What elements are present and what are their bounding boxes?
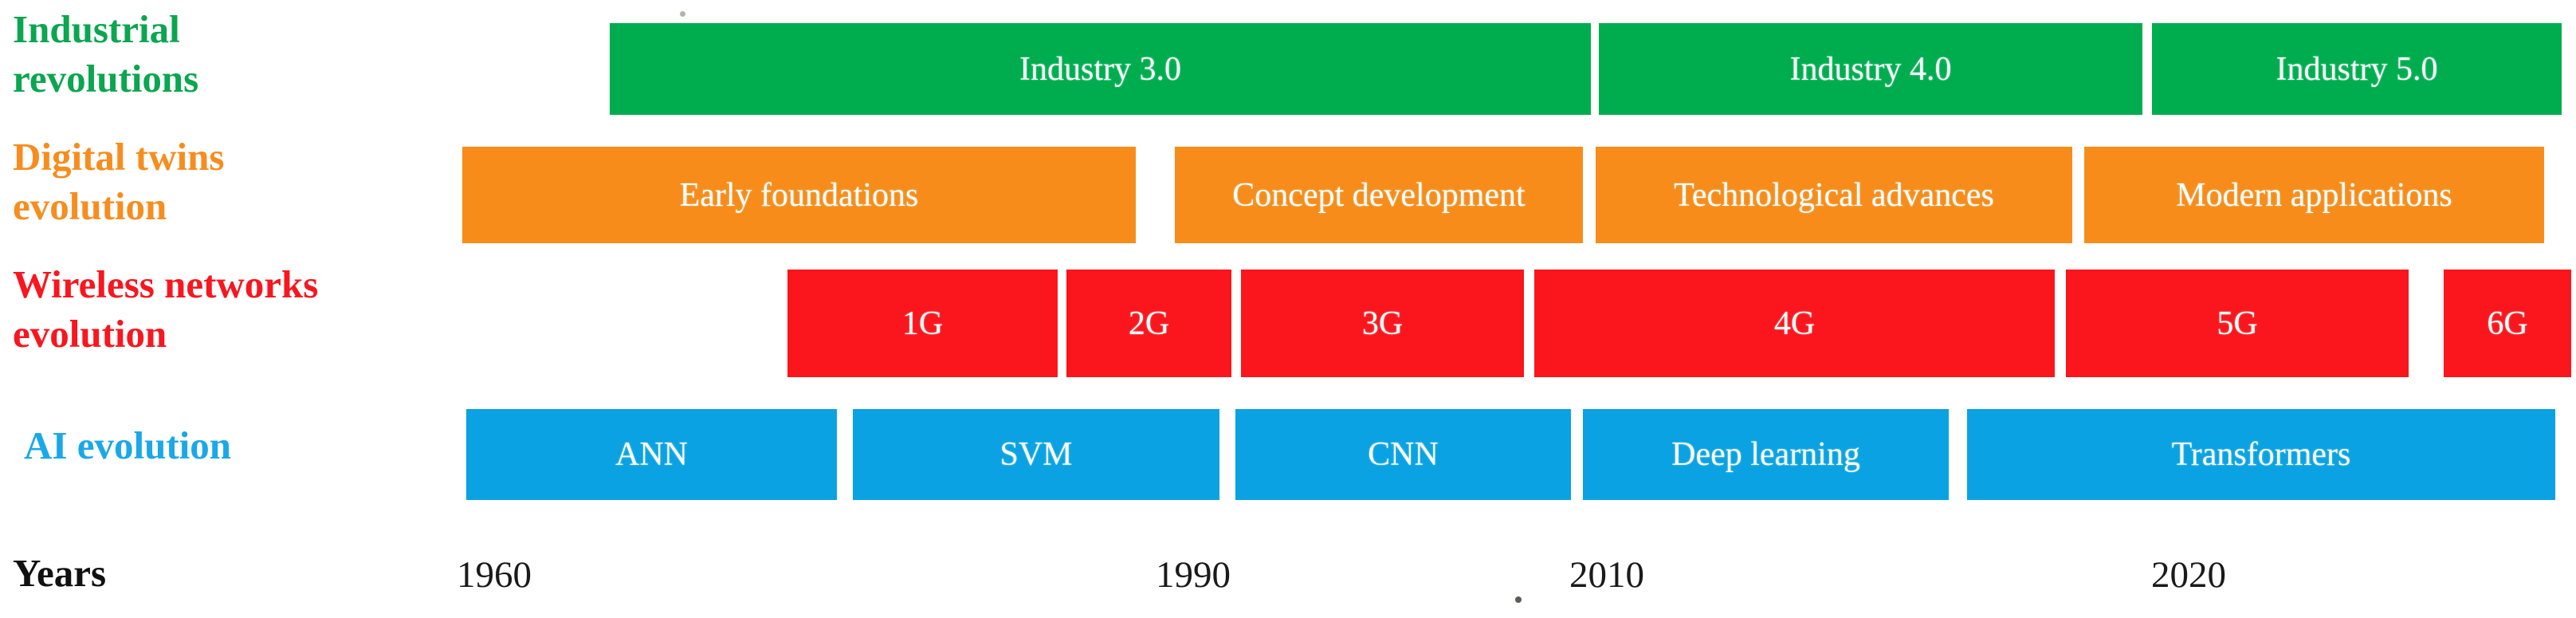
transformers-bar: Transformers: [1967, 409, 2555, 500]
concept-development-bar: Concept development: [1175, 147, 1583, 243]
3g-bar: 3G: [1241, 270, 1524, 377]
4g-bar-label: 4G: [1773, 305, 1816, 342]
technological-advances-bar: Technological advances: [1596, 147, 2072, 243]
row-label-digital-twins-evolution: Digital twins evolution: [13, 132, 224, 231]
modern-applications-bar: Modern applications: [2084, 147, 2544, 243]
1g-bar-label: 1G: [901, 305, 944, 342]
year-tick-2020: 2020: [2151, 554, 2226, 596]
technological-advances-bar-label: Technological advances: [1674, 176, 1994, 214]
svm-bar: SVM: [853, 409, 1219, 500]
year-tick-2010: 2010: [1569, 554, 1644, 596]
6g-bar: 6G: [2444, 270, 2571, 377]
years-axis-label: Years: [13, 551, 107, 595]
industry-5-0-bar-label: Industry 5.0: [2276, 50, 2438, 88]
row-label-line: evolution: [13, 312, 167, 356]
early-foundations-bar: Early foundations: [462, 147, 1136, 243]
5g-bar: 5G: [2066, 270, 2409, 377]
industry-4-0-bar: Industry 4.0: [1599, 23, 2142, 115]
row-label-line: Industrial: [13, 7, 180, 51]
5g-bar-label: 5G: [2217, 305, 2258, 342]
row-label-line: Wireless networks: [13, 262, 319, 306]
row-label-wireless-networks-evolution: Wireless networks evolution: [13, 260, 318, 359]
year-tick-1960: 1960: [457, 554, 532, 596]
modern-applications-bar-label: Modern applications: [2176, 176, 2452, 214]
early-foundations-bar-label: Early foundations: [679, 176, 919, 214]
row-label-ai-evolution: AI evolution: [24, 421, 231, 470]
row-label-line: Digital twins: [13, 135, 225, 179]
2g-bar: 2G: [1066, 270, 1231, 377]
ann-bar-label: ANN: [615, 436, 688, 473]
6g-bar-label: 6G: [2487, 305, 2528, 342]
cnn-bar-label: CNN: [1368, 436, 1439, 473]
row-label-industrial-revolutions: Industrial revolutions: [13, 5, 198, 104]
row-label-line: AI evolution: [24, 423, 232, 467]
row-label-line: revolutions: [13, 57, 199, 100]
industry-3-0-bar: Industry 3.0: [610, 23, 1591, 115]
industry-5-0-bar: Industry 5.0: [2152, 23, 2562, 115]
deep-learning-bar: Deep learning: [1583, 409, 1949, 500]
1g-bar: 1G: [787, 270, 1058, 377]
transformers-bar-label: Transformers: [2171, 436, 2351, 473]
industry-4-0-bar-label: Industry 4.0: [1789, 50, 1952, 88]
cnn-bar: CNN: [1235, 409, 1571, 500]
speck: [680, 11, 685, 17]
3g-bar-label: 3G: [1361, 305, 1404, 342]
industry-3-0-bar-label: Industry 3.0: [1019, 50, 1181, 88]
ann-bar: ANN: [466, 409, 837, 500]
deep-learning-bar-label: Deep learning: [1671, 436, 1860, 473]
year-tick-1990: 1990: [1156, 554, 1231, 596]
concept-development-bar-label: Concept development: [1232, 176, 1526, 214]
4g-bar: 4G: [1534, 270, 2055, 377]
svm-bar-label: SVM: [999, 436, 1073, 473]
2g-bar-label: 2G: [1128, 305, 1170, 342]
speck: [1515, 596, 1522, 603]
row-label-line: evolution: [13, 184, 167, 228]
